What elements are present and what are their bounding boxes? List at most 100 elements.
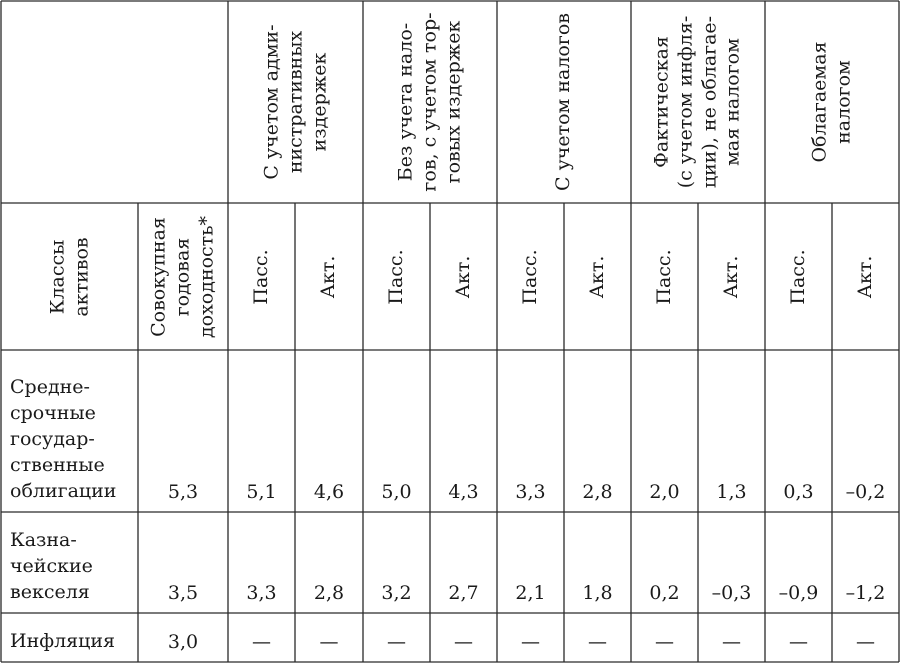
header-active: Акт. [430, 203, 497, 350]
header-group-text-line: С учетом налогов [552, 13, 575, 191]
header-active-text: Акт. [720, 255, 744, 298]
header-group-text-line: Без учета нало- [394, 22, 417, 182]
header-passive-text: Пасс. [385, 249, 409, 304]
row-label-cell: Казна-чейские векселя [1, 512, 138, 613]
value-cell: 2,8 [295, 512, 363, 613]
total-return-value: 3,5 [167, 582, 199, 604]
header-active-text: Акт. [586, 255, 610, 298]
row-label: облигации [10, 480, 117, 502]
value-cell: 5,0 [363, 350, 430, 512]
value-text: –0,2 [845, 481, 886, 503]
value-cell: — [430, 613, 497, 662]
row-label: Инфляция [10, 630, 116, 652]
row-label: Казна- [10, 529, 77, 551]
value-text: — [789, 631, 808, 653]
row-label: чейские [10, 555, 93, 577]
header-group-text: Без учета нало-гов, с учетом тор-говых и… [394, 12, 465, 191]
value-text: 0,2 [649, 582, 680, 604]
header-total-return-text: Совокупная годовая доходность* [147, 215, 218, 337]
value-cell: 1,8 [564, 512, 631, 613]
value-text: — [521, 631, 540, 653]
value-text: — [588, 631, 607, 653]
value-cell: 2,8 [564, 350, 631, 512]
value-cell: 4,6 [295, 350, 363, 512]
row-label: векселя [10, 581, 90, 603]
header-active-text: Акт. [854, 255, 878, 298]
value-text: –0,3 [711, 582, 752, 604]
total-return-cell: 3,5 [138, 512, 228, 613]
value-cell: 2,7 [430, 512, 497, 613]
header-total-return: Совокупная годовая доходность* [138, 203, 228, 350]
row-label: ственные [10, 454, 105, 476]
header-group: С учетом налогов [497, 1, 631, 203]
header-asset-class-text-line: активов [69, 236, 92, 317]
value-text: 2,0 [649, 481, 680, 503]
header-total-return-text-line: доходность* [194, 215, 217, 338]
value-cell: — [765, 613, 832, 662]
value-text: 2,8 [313, 582, 345, 604]
value-cell: 5,1 [228, 350, 295, 512]
value-text: 5,1 [246, 481, 277, 503]
header-group: С учетом адми-нистративных издержек [228, 1, 363, 203]
value-text: — [655, 631, 674, 653]
value-cell: –0,2 [832, 350, 899, 512]
value-cell: 3,2 [363, 512, 430, 613]
value-text: 5,0 [381, 481, 412, 503]
header-total-return-text-line: годовая [171, 237, 194, 316]
header-group-text: С учетом адми-нистративных издержек [260, 24, 331, 179]
subheader-label: Акт. [317, 255, 340, 298]
value-text: 3,2 [381, 582, 412, 604]
header-group-text-line: говых издержек [441, 20, 464, 184]
value-cell: — [631, 613, 698, 662]
header-passive-text: Пасс. [787, 249, 811, 304]
value-text: 1,8 [582, 582, 613, 604]
value-cell: — [497, 613, 564, 662]
value-text: 3,3 [246, 582, 277, 604]
header-group: Без учета нало-гов, с учетом тор-говых и… [363, 1, 497, 203]
subheader-label: Пасс. [786, 248, 809, 305]
header-active-text: Акт. [317, 255, 341, 298]
header-group-text: Облагаемая налогом [808, 41, 856, 162]
row-label: Средне- [10, 376, 90, 398]
subheader-label: Пасс. [384, 248, 407, 305]
header-asset-class-text-line: Классы [45, 239, 68, 314]
total-return-cell: 5,3 [138, 350, 228, 512]
header-group: Фактическая (с учетом инфля-ции), не обла… [631, 1, 765, 203]
header-group-text-line: гов, с учетом тор- [418, 12, 441, 192]
value-cell: 3,3 [497, 350, 564, 512]
header-group-text: Фактическая (с учетом инфля-ции), не обла… [651, 16, 746, 189]
value-text: — [856, 631, 875, 653]
value-text: 2,7 [448, 582, 479, 604]
header-active: Акт. [832, 203, 899, 350]
header-group-text-line: мая налогом [721, 38, 744, 166]
header-group-text-line: ции), не облагае- [698, 15, 720, 189]
row-label-cell: Средне-срочные государ-ственные облигации [1, 350, 138, 512]
subheader-label: Пасс. [249, 248, 272, 305]
header-passive: Пасс. [765, 203, 832, 350]
header-group-text-line: (с учетом инфля- [674, 15, 697, 189]
header-passive-text: Пасс. [519, 249, 543, 304]
header-passive: Пасс. [497, 203, 564, 350]
header-active: Акт. [698, 203, 765, 350]
value-cell: 0,3 [765, 350, 832, 512]
value-text: 3,3 [515, 481, 546, 503]
header-group-text-line: Облагаемая [808, 41, 831, 163]
header-passive: Пасс. [631, 203, 698, 350]
subheader-label: Акт. [853, 255, 876, 298]
value-cell: –1,2 [832, 512, 899, 613]
subheader-label: Пасс. [652, 248, 675, 305]
header-active: Акт. [295, 203, 363, 350]
value-cell: 1,3 [698, 350, 765, 512]
header-active-text: Акт. [452, 255, 476, 298]
value-cell: 3,3 [228, 512, 295, 613]
header-passive: Пасс. [228, 203, 295, 350]
header-group: Облагаемая налогом [765, 1, 899, 203]
value-text: 2,1 [515, 582, 546, 604]
header-group-text-line: С учетом адми- [259, 24, 282, 180]
header-asset-class-text: Классы активов [46, 237, 94, 316]
header-passive: Пасс. [363, 203, 430, 350]
value-text: — [387, 631, 406, 653]
header-group-text: С учетом налогов [552, 13, 576, 191]
header-group-text-line: издержек [307, 52, 330, 152]
